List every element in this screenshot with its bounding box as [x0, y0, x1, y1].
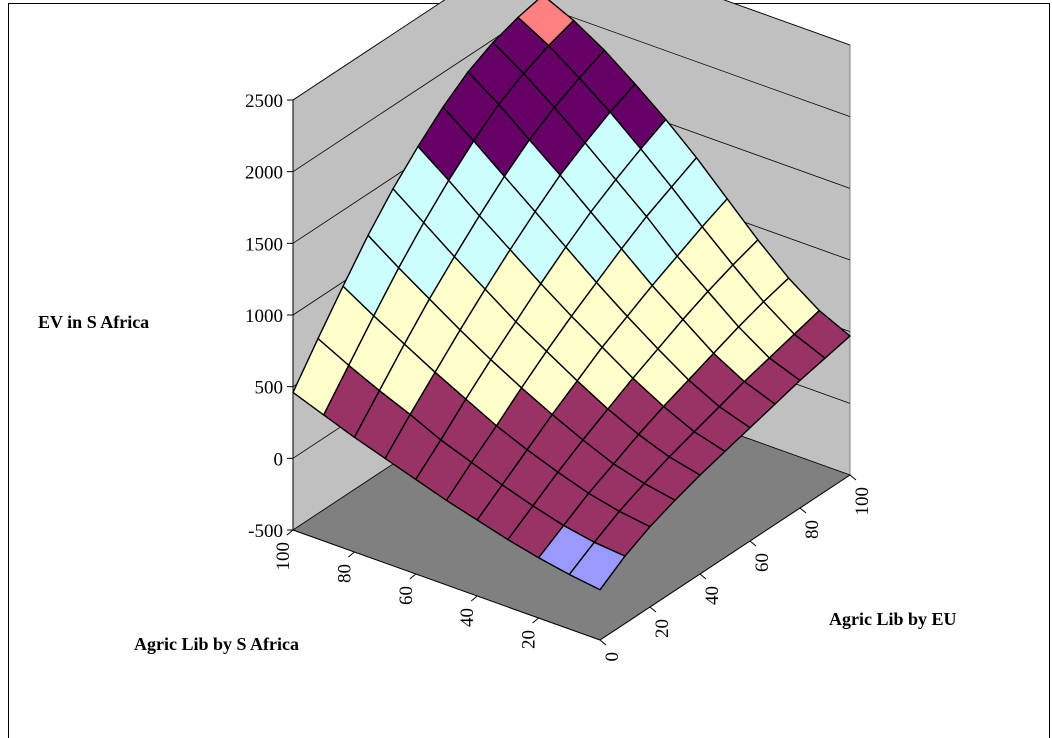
x-tick-mark-4: [799, 507, 807, 514]
x-tick-mark-3: [749, 540, 757, 547]
y-axis-title: Agric Lib by S Africa: [134, 634, 299, 654]
y-tick-label-1: 40: [457, 608, 478, 627]
x-tick-mark-5: [849, 474, 857, 481]
y-tick-mark-4: [286, 529, 294, 536]
x-axis-title: Agric Lib by EU: [829, 609, 957, 629]
y-tick-label-0: 20: [519, 630, 540, 649]
x-tick-mark-2: [699, 573, 707, 580]
z-tick-label-3: 1000: [245, 306, 283, 327]
y-tick-label-3: 80: [334, 564, 355, 583]
surface-cell-0-0: [568, 541, 626, 591]
y-tick-mark-0: [532, 617, 539, 624]
z-tick-label-2: 1500: [245, 234, 283, 255]
z-tick-label-1: 2000: [245, 163, 283, 184]
z-tick-label-4: 500: [255, 378, 284, 399]
x-tick-label-3: 60: [752, 553, 773, 572]
x-tick-label-1: 20: [652, 619, 673, 638]
y-tick-mark-2: [409, 573, 417, 580]
y-tick-label-2: 60: [396, 586, 417, 605]
chart-tick-labels: 2500 2000 1500 1000 500 0 -500 0 20 40 60 80 100 20 40…: [245, 91, 873, 662]
z-axis-title: EV in S Africa: [38, 312, 149, 332]
x-tick-label-2: 40: [702, 586, 723, 605]
x-tick-label-5: 100: [852, 487, 873, 516]
chart-surface: [292, 0, 851, 591]
x-tick-label-4: 80: [802, 520, 823, 539]
y-tick-label-4: 100: [273, 542, 294, 571]
z-tick-label-6: -500: [248, 521, 283, 542]
x-tick-mark-0: [599, 639, 607, 646]
gridline-0: [292, 0, 851, 101]
x-axis-line: [599, 474, 851, 641]
z-tick-label-5: 0: [274, 449, 284, 470]
x-tick-label-0: 0: [602, 652, 623, 662]
y-axis-line: [292, 529, 601, 641]
x-tick-mark-1: [649, 606, 657, 613]
y-tick-mark-3: [348, 551, 355, 558]
y-tick-mark-1: [470, 595, 478, 602]
chart-axes: [286, 99, 857, 646]
z-tick-label-0: 2500: [245, 91, 283, 112]
